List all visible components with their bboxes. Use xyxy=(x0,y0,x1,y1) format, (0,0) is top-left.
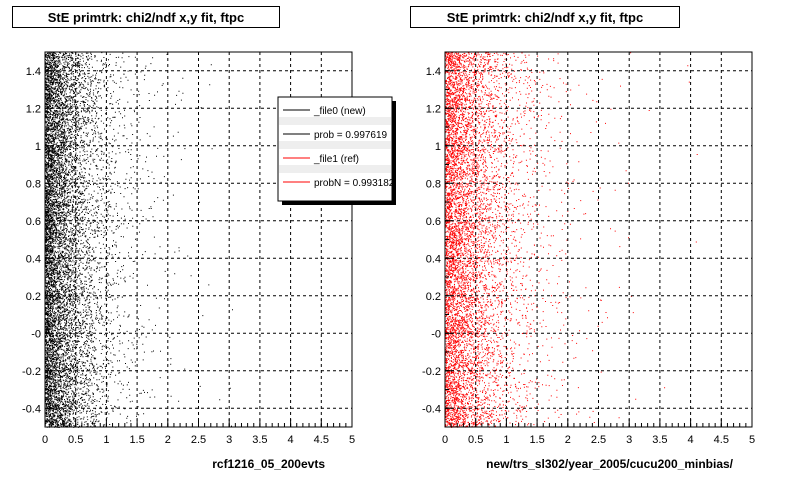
x-tick-label: 4 xyxy=(688,434,694,446)
y-tick-label: 1.2 xyxy=(26,103,41,115)
axes: 0 0.5 1 1.5 2 2.5 3 3.5 4 4.5 5 -0.4 -0.2 -0 0.2 0.4 0.6… xyxy=(22,51,355,446)
legend: _file0 (new) prob = 0.997619 _file1 (ref) p… xyxy=(277,96,396,205)
y-tick-label: 0.8 xyxy=(426,178,441,190)
y-tick-label: -0 xyxy=(431,328,441,340)
x-tick-label: 0.5 xyxy=(68,434,83,446)
x-tick-label: 3 xyxy=(226,434,232,446)
right-scatter-plot: 0 0.5 1 1.5 2 2.5 3 3.5 4 4.5 5 -0.4 -0.2 -0 0.2 0.4 0.6… xyxy=(422,51,755,446)
legend-entry-label: probN = 0.993182 xyxy=(314,178,395,189)
x-tick-label: 0 xyxy=(42,434,48,446)
y-tick-label: 0.2 xyxy=(26,291,41,303)
y-tick-label: 1 xyxy=(435,141,441,153)
y-tick-label: 0.6 xyxy=(26,216,41,228)
y-tick-label: 0.4 xyxy=(26,253,41,265)
x-tick-label: 2.5 xyxy=(191,434,206,446)
y-tick-label: -0.4 xyxy=(422,403,441,415)
legend-spacer xyxy=(279,165,391,173)
x-tick-label: 1 xyxy=(503,434,509,446)
y-tick-label: -0 xyxy=(31,328,41,340)
x-tick-label: 1.5 xyxy=(529,434,544,446)
legend-entry-label: prob = 0.997619 xyxy=(314,130,388,141)
y-tick-label: 1.4 xyxy=(26,66,41,78)
y-tick-label: 1 xyxy=(35,141,41,153)
x-tick-label: 0 xyxy=(442,434,448,446)
left-chart-title: StE primtrk: chi2/ndf x,y fit, ftpc xyxy=(12,6,280,28)
legend-entry-label: _file1 (ref) xyxy=(313,154,359,165)
x-tick-label: 2 xyxy=(165,434,171,446)
legend-entry-label: _file0 (new) xyxy=(313,106,366,117)
y-tick-label: 0.4 xyxy=(426,253,441,265)
x-tick-label: 4.5 xyxy=(714,434,729,446)
legend-spacer xyxy=(279,141,391,149)
left-scatter-plot: 0 0.5 1 1.5 2 2.5 3 3.5 4 4.5 5 -0.4 -0.2 -0 0.2 0.4 0.6… xyxy=(22,51,355,446)
legend-spacer xyxy=(279,117,391,125)
x-tick-label: 0.5 xyxy=(468,434,483,446)
y-tick-label: 0.6 xyxy=(426,216,441,228)
x-tick-label: 4 xyxy=(288,434,294,446)
point-cloud xyxy=(45,52,233,428)
x-tick-label: 2.5 xyxy=(591,434,606,446)
y-tick-label: 1.4 xyxy=(426,66,441,78)
x-tick-label: 1 xyxy=(103,434,109,446)
x-tick-label: 3.5 xyxy=(252,434,267,446)
right-chart-title: StE primtrk: chi2/ndf x,y fit, ftpc xyxy=(410,6,680,28)
left-x-axis-label: rcf1216_05_200evts xyxy=(212,457,325,471)
x-tick-label: 3.5 xyxy=(652,434,667,446)
y-tick-label: 0.2 xyxy=(426,291,441,303)
axes: 0 0.5 1 1.5 2 2.5 3 3.5 4 4.5 5 -0.4 -0.2 -0 0.2 0.4 0.6… xyxy=(422,51,755,446)
y-tick-label: -0.2 xyxy=(22,366,41,378)
scatter-points xyxy=(45,52,233,428)
y-tick-label: 0.8 xyxy=(26,178,41,190)
right-x-axis-label: new/trs_sl302/year_2005/cucu200_minbias/ xyxy=(486,457,733,471)
grid xyxy=(445,52,752,427)
x-tick-label: 1.5 xyxy=(129,434,144,446)
x-tick-label: 5 xyxy=(749,434,755,446)
y-tick-label: -0.2 xyxy=(422,366,441,378)
x-tick-label: 2 xyxy=(565,434,571,446)
grid xyxy=(45,52,352,427)
y-tick-label: 1.2 xyxy=(426,103,441,115)
x-tick-label: 5 xyxy=(349,434,355,446)
x-tick-label: 4.5 xyxy=(314,434,329,446)
y-tick-label: -0.4 xyxy=(22,403,41,415)
x-tick-label: 3 xyxy=(626,434,632,446)
